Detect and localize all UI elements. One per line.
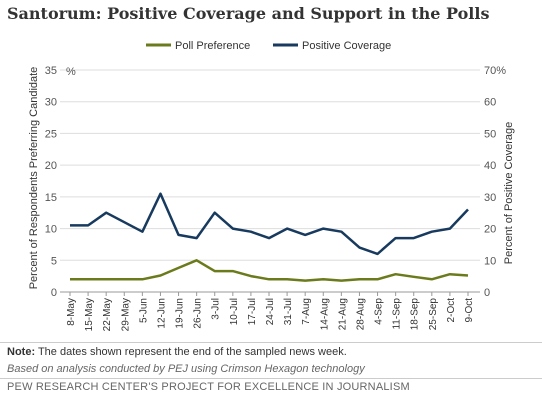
series-line-positive-coverage	[70, 192, 469, 256]
right-axis-label: Percent of Positive Coverage	[503, 122, 515, 264]
x-tick-label: 2-Oct	[446, 298, 457, 323]
x-tick-label: 10-Jul	[229, 298, 240, 325]
right-tick-label: 70%	[484, 65, 506, 77]
right-axis-ticks: 0 10 20 30 40 50 60 70%	[484, 65, 506, 299]
line-chart: Poll Preference Positive Coverage 0 5 10 15…	[28, 40, 515, 331]
right-tick-label: 50	[484, 128, 496, 140]
x-tick-label: 4-Sep	[374, 298, 385, 325]
x-tick-label: 11-Sep	[392, 298, 403, 330]
left-tick-label: 20	[45, 160, 57, 172]
note: Note: The dates shown represent the end …	[7, 346, 347, 358]
x-tick-label: 5-Jun	[138, 298, 149, 323]
grid	[60, 69, 480, 261]
right-tick-label: 60	[484, 97, 496, 109]
left-tick-label: 5	[51, 255, 57, 267]
x-tick-label: 29-May	[120, 298, 131, 331]
source-line: Based on analysis conducted by PEJ using…	[7, 363, 365, 375]
x-tick-label: 17-Jul	[247, 298, 258, 325]
x-tick-label: 25-Sep	[428, 298, 439, 331]
left-tick-label: 30	[45, 97, 57, 109]
left-tick-label: 15	[45, 192, 57, 204]
right-tick-label: 0	[484, 287, 490, 299]
legend: Poll Preference Positive Coverage	[146, 40, 391, 52]
left-axis-ticks: 0 5 10 15 20 25 30 35	[45, 65, 57, 299]
x-tick-label: 21-Aug	[337, 298, 348, 330]
left-axis-unit: %	[66, 66, 76, 78]
credit-line: PEW RESEARCH CENTER'S PROJECT FOR EXCELL…	[7, 381, 410, 393]
left-tick-label: 10	[45, 224, 57, 236]
x-axis-ticks: 8-May 15-May 22-May 29-May 5-Jun 12-Jun 19-Jun…	[66, 292, 475, 331]
x-tick-label: 19-Jun	[175, 298, 186, 329]
left-tick-label: 35	[45, 65, 57, 77]
x-tick-label: 22-May	[102, 298, 113, 331]
series-line-poll-preference	[70, 259, 469, 282]
x-tick-label: 26-Jun	[193, 298, 204, 329]
x-tick-label: 9-Oct	[464, 298, 475, 323]
note-text: The dates shown represent the end of the…	[35, 346, 347, 358]
left-tick-label: 25	[45, 128, 57, 140]
x-tick-label: 12-Jun	[156, 298, 167, 329]
right-tick-label: 40	[484, 160, 496, 172]
series-lines	[70, 192, 469, 282]
x-tick-label: 31-Jul	[283, 298, 294, 325]
x-tick-label: 14-Aug	[319, 298, 330, 330]
legend-label-poll-preference: Poll Preference	[175, 40, 250, 52]
divider	[0, 342, 542, 343]
x-tick-label: 28-Aug	[355, 298, 366, 330]
divider	[0, 378, 542, 379]
x-tick-label: 8-May	[66, 298, 77, 326]
x-tick-label: 7-Aug	[301, 298, 312, 325]
x-tick-label: 24-Jul	[265, 298, 276, 325]
left-tick-label: 0	[51, 287, 57, 299]
x-tick-label: 18-Sep	[410, 298, 421, 331]
right-tick-label: 10	[484, 255, 496, 267]
x-tick-label: 15-May	[84, 298, 95, 331]
x-tick-label: 3-Jul	[211, 298, 222, 320]
right-tick-label: 30	[484, 192, 496, 204]
legend-label-positive-coverage: Positive Coverage	[302, 40, 391, 52]
chart-title: Santorum: Positive Coverage and Support …	[7, 4, 490, 23]
right-tick-label: 20	[484, 224, 496, 236]
note-label: Note:	[7, 346, 36, 358]
left-axis-label: Percent of Respondents Preferring Candid…	[28, 67, 40, 290]
